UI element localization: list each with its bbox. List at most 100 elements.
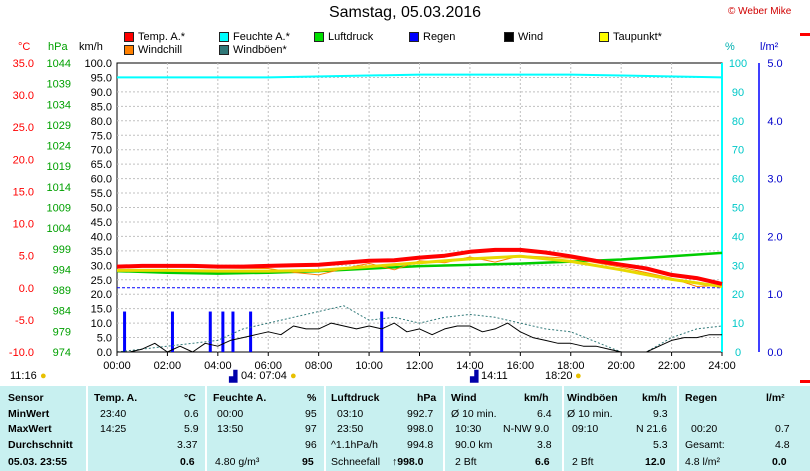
legend-gusts-swatch xyxy=(219,45,229,55)
now-hum: 95 xyxy=(302,456,314,468)
max-wind-time: 10:30 xyxy=(455,423,482,435)
humidity-tick-label: 10 xyxy=(732,318,744,330)
divider xyxy=(324,386,326,471)
legend-humidity-label: Feuchte A.* xyxy=(233,31,290,43)
hdr-wind-unit: km/h xyxy=(524,392,549,404)
legend-pressure-swatch xyxy=(314,32,324,42)
sunrise-time: 04: 07:04 xyxy=(241,370,287,382)
x-tick-label: 18:00 xyxy=(557,360,585,372)
max-hum-time: 13:50 xyxy=(217,423,244,435)
humidity-tick-label: 70 xyxy=(732,145,744,157)
min-hum-time: 00:00 xyxy=(217,408,244,420)
legend-windchill: Windchill xyxy=(124,44,182,56)
avg-rain-label: Gesamt: xyxy=(685,439,725,451)
legend-windchill-swatch xyxy=(124,45,134,55)
rain-tick-label: 4.0 xyxy=(767,116,782,128)
row-max-label: MaxWert xyxy=(8,423,52,435)
max-press: 998.0 xyxy=(407,423,434,435)
now-press-label: Schneefall xyxy=(331,456,381,468)
temp-tick-label: 30.0 xyxy=(13,90,34,102)
legend-temp-label: Temp. A.* xyxy=(138,31,186,43)
x-tick-label: 08:00 xyxy=(305,360,333,372)
pressure-tick-label: 1014 xyxy=(47,182,71,194)
legend-wind-swatch xyxy=(504,32,514,42)
x-tick-label: 04:00 xyxy=(204,360,232,372)
sunset-time: 18:20 xyxy=(545,370,573,382)
weather-chart: 00:00 02:00 04:00 06:00 08:00 10:00 12:00 14:00… xyxy=(9,33,810,383)
pressure-tick-label: 1024 xyxy=(47,141,71,153)
wind-tick-label: 75.0 xyxy=(91,130,112,142)
hdr-gust: Windböen xyxy=(567,392,618,404)
wind-tick-label: 5.0 xyxy=(97,333,112,345)
now-wind-bft: 2 Bft xyxy=(455,456,477,468)
max-rain-time: 00:20 xyxy=(691,423,718,435)
temp-unit: °C xyxy=(18,41,31,53)
x-tick-label: 20:00 xyxy=(607,360,635,372)
rain-bar xyxy=(231,311,235,352)
avg-hum: 96 xyxy=(305,439,317,451)
now-wind: 6.6 xyxy=(535,456,550,468)
now-gust: 12.0 xyxy=(645,456,666,468)
pressure-tick-label: 974 xyxy=(53,347,71,359)
humidity-tick-label: 40 xyxy=(732,231,744,243)
hdr-temp: Temp. A. xyxy=(94,392,138,404)
avg-wind: 3.8 xyxy=(537,439,552,451)
min-gust: 9.3 xyxy=(653,408,668,420)
humidity-tick-label: 100 xyxy=(729,58,747,70)
wind-tick-label: 90.0 xyxy=(91,87,112,99)
pressure-unit: hPa xyxy=(48,41,68,53)
legend-dewpoint: Taupunkt* xyxy=(599,31,662,43)
legend-dewpoint-label: Taupunkt* xyxy=(613,31,662,43)
chart-title: Samstag, 05.03.2016 xyxy=(328,4,482,21)
pressure-tick-label: 1019 xyxy=(47,161,71,173)
hdr-rain: Regen xyxy=(685,392,718,404)
rain-bar xyxy=(208,311,212,352)
divider xyxy=(205,386,207,471)
hdr-hum: Feuchte A. xyxy=(213,392,267,404)
pressure-tick-label: 1044 xyxy=(47,58,71,70)
rain-bar xyxy=(170,311,174,352)
x-tick-label: 06:00 xyxy=(254,360,282,372)
wind-line xyxy=(117,322,722,353)
row-now-label: 05.03. 23:55 xyxy=(8,456,67,468)
temp-tick-label: 35.0 xyxy=(13,58,34,70)
legend-humidity: Feuchte A.* xyxy=(219,31,290,43)
now-rain: 0.0 xyxy=(772,456,787,468)
now-rain-sum: 4.8 l/m² xyxy=(685,456,721,468)
wind-tick-label: 55.0 xyxy=(91,188,112,200)
humidity-tick-label: 20 xyxy=(732,289,744,301)
humidity-tick-label: 30 xyxy=(732,260,744,272)
now-gust-bft: 2 Bft xyxy=(572,456,594,468)
max-rain: 0.7 xyxy=(775,423,790,435)
sunrise-left-time: 11:16 xyxy=(10,370,37,382)
sun-icon-right: ● xyxy=(575,370,582,382)
humidity-tick-label: 0 xyxy=(735,347,741,359)
legend-wind-label: Wind xyxy=(518,31,544,43)
x-tick-label: 14:00 xyxy=(456,360,484,372)
rain-tick-label: 5.0 xyxy=(767,58,782,70)
max-press-time: 23:50 xyxy=(337,423,364,435)
temp-tick-label: 15.0 xyxy=(13,186,34,198)
temp-tick-label: 5.0 xyxy=(19,251,34,263)
humidity-tick-label: 50 xyxy=(732,203,744,215)
legend-dewpoint-swatch xyxy=(599,32,609,42)
legend-gusts-label: Windböen* xyxy=(233,44,287,56)
temp-tick-label: -5.0 xyxy=(15,315,34,327)
legend-temp-swatch xyxy=(124,32,134,42)
rain-tick-label: 1.0 xyxy=(767,289,782,301)
row-min-label: MinWert xyxy=(8,408,50,420)
max-gust: N 21.6 xyxy=(636,423,667,435)
wind-tick-label: 95.0 xyxy=(91,72,112,84)
divider xyxy=(86,386,88,471)
max-gust-time: 09:10 xyxy=(572,423,599,435)
wind-unit: km/h xyxy=(79,41,103,53)
wind-tick-label: 100.0 xyxy=(84,58,112,70)
legend-humidity-swatch xyxy=(219,32,229,42)
x-tick-label: 16:00 xyxy=(507,360,535,372)
wind-tick-label: 60.0 xyxy=(91,174,112,186)
wind-tick-label: 80.0 xyxy=(91,116,112,128)
sun-row: 11:16 ● ▟ 04: 07:04 ● ▟ 14:11 18:20 ● xyxy=(0,370,810,384)
temp-tick-label: -10.0 xyxy=(9,347,34,359)
wind-tick-label: 25.0 xyxy=(91,275,112,287)
legend-rain-label: Regen xyxy=(423,31,456,43)
